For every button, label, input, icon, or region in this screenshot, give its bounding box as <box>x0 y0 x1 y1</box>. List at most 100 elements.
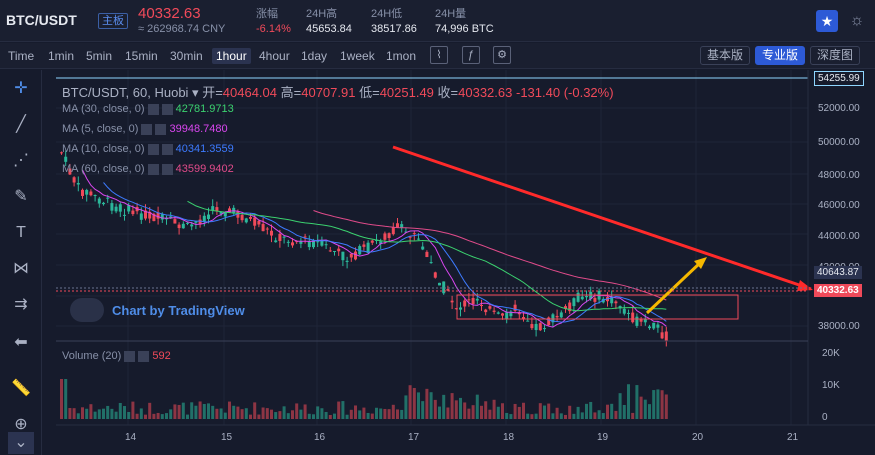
view-depth[interactable]: 深度图 <box>810 46 861 65</box>
pair-name[interactable]: BTC/USDT <box>6 12 77 28</box>
volume-bar <box>274 412 278 419</box>
volume-bar <box>110 408 114 419</box>
candle-body <box>513 304 517 311</box>
zoom-in-icon[interactable]: ⊕ <box>14 416 28 433</box>
tf-15min[interactable]: 15min <box>125 49 158 63</box>
candle-body <box>433 272 437 278</box>
settings-icon[interactable]: ⚙ <box>493 46 511 64</box>
volume-bar <box>358 410 362 419</box>
ticker-header: BTC/USDT 主板 40332.63 ≈ 262968.74 CNY 涨幅 … <box>0 0 875 42</box>
candle-body <box>509 311 513 317</box>
volume-bar <box>337 401 341 419</box>
view-basic[interactable]: 基本版 <box>700 46 751 65</box>
candle-body <box>270 230 273 236</box>
tf-1day[interactable]: 1day <box>301 49 328 63</box>
price-chart[interactable] <box>56 70 875 455</box>
ma5-legend[interactable]: MA (5, close, 0) 39948.7480 <box>62 123 228 135</box>
volume-bar <box>639 396 643 419</box>
candle-body <box>303 236 307 238</box>
volume-bar <box>194 405 198 419</box>
volume-bar <box>538 403 542 419</box>
theme-sun-icon[interactable]: ☼ <box>849 12 865 29</box>
candle-body <box>522 317 525 319</box>
tf-time[interactable]: Time <box>8 49 35 63</box>
volume-bar <box>81 407 84 419</box>
pattern-icon[interactable]: ⋈ <box>13 260 29 277</box>
candle-body <box>543 328 546 330</box>
volume-bar <box>160 414 164 419</box>
volume-bar <box>660 390 664 419</box>
volume-bar <box>345 414 349 419</box>
candle-body <box>261 223 265 232</box>
ma10-legend[interactable]: MA (10, close, 0) 40341.3559 <box>62 143 234 155</box>
indicators-icon[interactable]: ƒ <box>462 46 480 64</box>
candle-body <box>484 309 488 313</box>
price-tick: 52000.00 <box>818 103 860 114</box>
candle-body <box>492 310 496 312</box>
volume-bar <box>72 408 76 419</box>
tf-1min[interactable]: 1min <box>48 49 75 63</box>
volume-bar <box>349 409 353 419</box>
crosshair-icon[interactable]: ✛ <box>14 80 28 97</box>
volume-bar <box>379 408 383 419</box>
candle-body <box>559 312 563 318</box>
back-arrow-icon[interactable]: ⬅ <box>14 334 28 351</box>
tf-1week[interactable]: 1week <box>340 49 375 63</box>
trendline-icon[interactable]: ╱ <box>16 116 26 133</box>
ma30-legend[interactable]: MA (30, close, 0) 42781.9713 <box>62 103 234 115</box>
candle-body <box>547 317 551 326</box>
volume-bar <box>102 408 105 419</box>
brush-icon[interactable]: ✎ <box>14 188 28 205</box>
candle-body <box>643 319 647 323</box>
text-icon[interactable]: T <box>16 224 26 241</box>
view-pro[interactable]: 专业版 <box>755 46 806 65</box>
volume-bar <box>488 409 492 419</box>
ma60-legend[interactable]: MA (60, close, 0) 43599.9402 <box>62 163 234 175</box>
candle-body <box>450 300 454 303</box>
volume-bar <box>467 408 471 419</box>
volume-bar <box>244 408 248 419</box>
multi-line-icon[interactable]: ⋰ <box>13 152 29 169</box>
candle-body <box>76 183 80 185</box>
collapse-chevron-icon[interactable]: ⌄ <box>8 432 34 454</box>
candle-body <box>186 222 189 224</box>
tf-1hour[interactable]: 1hour <box>212 48 251 64</box>
candle-body <box>656 324 660 328</box>
volume-bar <box>291 410 294 419</box>
volume-bar <box>522 402 525 419</box>
candle-body <box>144 210 147 219</box>
candle-body <box>81 189 84 196</box>
candle-body <box>278 233 282 241</box>
candle-body <box>572 298 576 307</box>
candle-body <box>244 218 248 223</box>
favorite-star-icon[interactable]: ★ <box>816 10 838 32</box>
volume-bar <box>425 388 429 419</box>
candle-body <box>580 296 584 300</box>
volume-bar <box>572 413 576 419</box>
volume-bar <box>211 405 215 419</box>
candle-body <box>517 312 521 315</box>
volume-bar <box>454 400 458 419</box>
ruler-icon[interactable]: 📏 <box>11 380 31 397</box>
volume-legend[interactable]: Volume (20) 592 <box>62 350 171 362</box>
tf-1mon[interactable]: 1mon <box>386 49 417 63</box>
volume-bar <box>475 394 479 419</box>
candle-body <box>631 312 635 323</box>
tf-5min[interactable]: 5min <box>86 49 113 63</box>
measure-icon[interactable]: ⇉ <box>14 296 28 313</box>
tradingview-watermark[interactable]: Chart by TradingView <box>112 303 245 318</box>
tf-4hour[interactable]: 4hour <box>259 49 290 63</box>
chart-title[interactable]: BTC/USDT, 60, Huobi <box>62 85 189 100</box>
chart-type-icon[interactable]: ⌇ <box>430 46 448 64</box>
candle-body <box>593 297 597 302</box>
volume-bar <box>236 406 240 419</box>
candle-body <box>307 241 311 248</box>
candle-body <box>93 195 97 197</box>
volume-bar <box>156 412 160 419</box>
candle-body <box>341 251 345 261</box>
ma-line <box>313 210 667 301</box>
candle-body <box>534 323 538 331</box>
volume-bar <box>555 407 559 419</box>
volume-bar <box>429 392 433 419</box>
tf-30min[interactable]: 30min <box>170 49 203 63</box>
